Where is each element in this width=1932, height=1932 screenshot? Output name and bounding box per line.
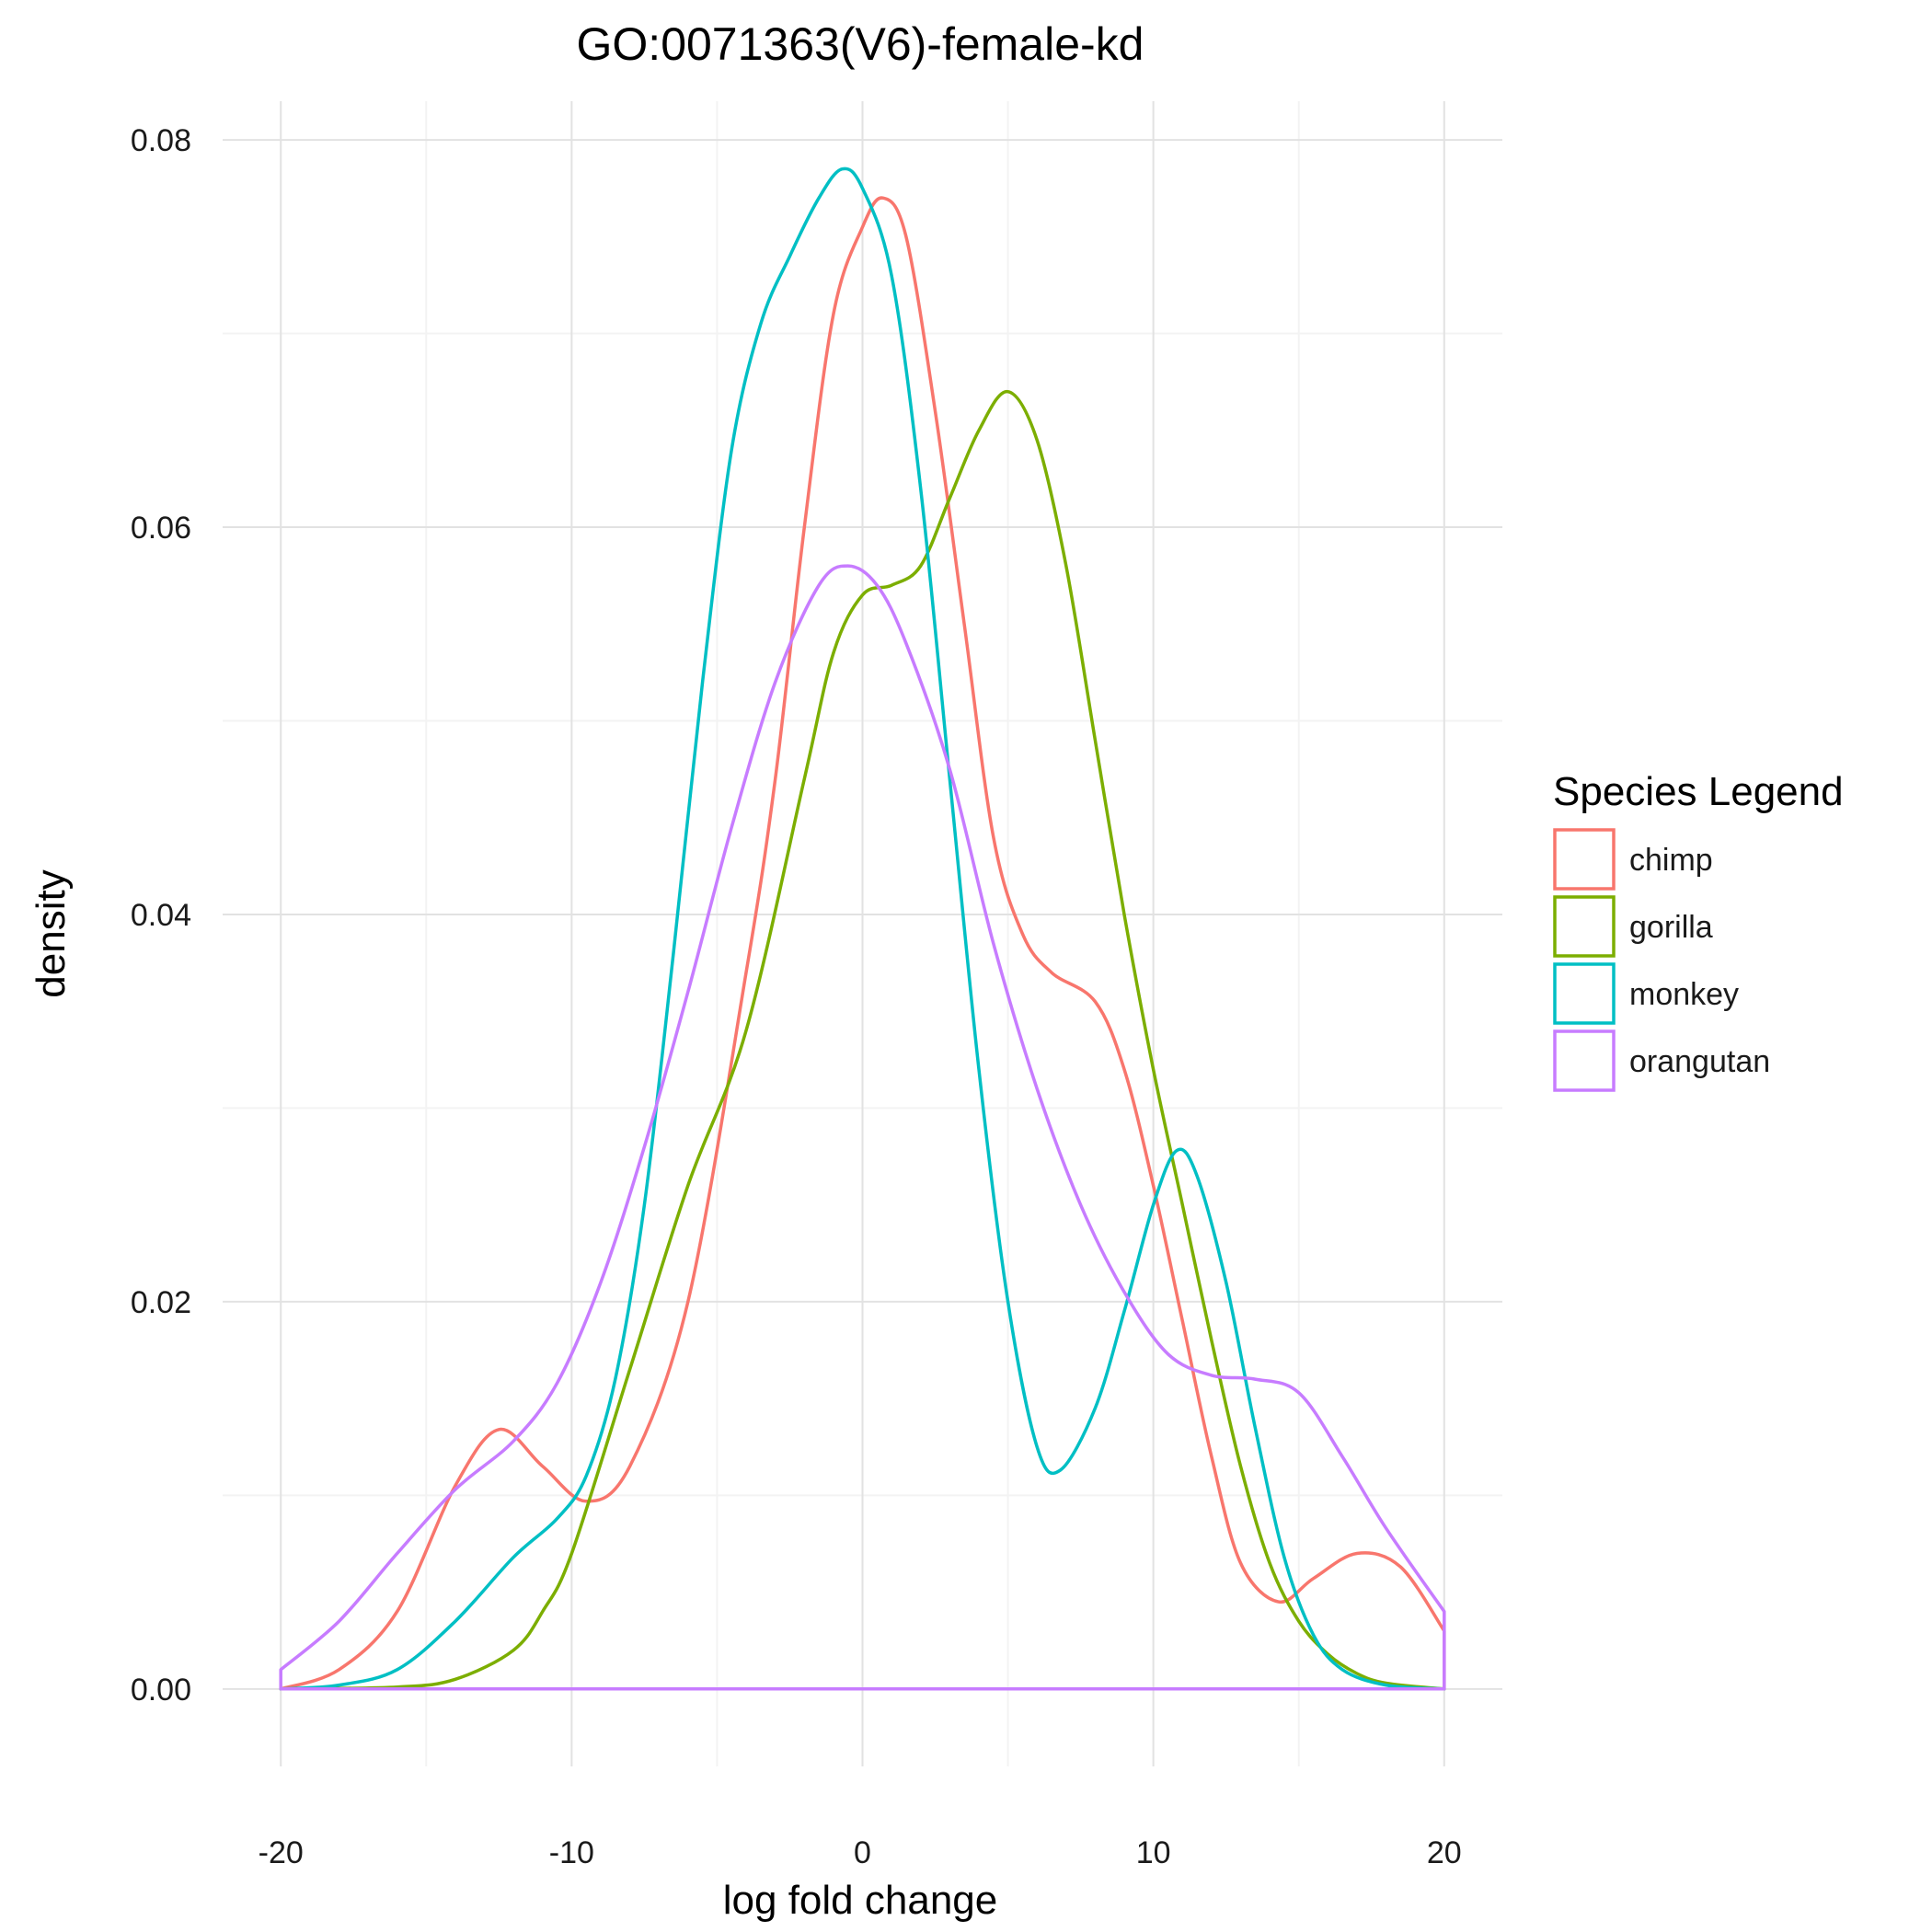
x-tick-label: -20	[259, 1835, 304, 1870]
series-line-orangutan	[279, 564, 1446, 1691]
legend-label-orangutan: orangutan	[1629, 1044, 1770, 1079]
y-tick-label: 0.02	[131, 1285, 191, 1320]
series-line-monkey	[279, 167, 1446, 1691]
legend-title: Species Legend	[1553, 769, 1844, 814]
chart-title: GO:0071363(V6)-female-kd	[577, 18, 1144, 70]
series-line-gorilla	[279, 389, 1446, 1691]
legend-key-orangutan	[1553, 1029, 1616, 1092]
y-tick-label: 0.04	[131, 898, 191, 933]
series-line-chimp	[279, 196, 1446, 1691]
x-axis-title: log fold change	[723, 1878, 997, 1923]
x-tick-label: 10	[1136, 1835, 1171, 1870]
legend-key-monkey	[1553, 962, 1616, 1025]
y-tick-label: 0.08	[131, 123, 191, 158]
legend-label-monkey: monkey	[1629, 977, 1739, 1012]
legend-key-gorilla	[1553, 895, 1616, 958]
x-tick-labels: -20 -10 0 10 20	[259, 1835, 1462, 1870]
x-tick-label: -10	[549, 1835, 594, 1870]
x-tick-label: 20	[1427, 1835, 1462, 1870]
legend-items: chimp gorilla monkey orangutan	[1553, 828, 1770, 1092]
y-tick-labels: 0.00 0.02 0.04 0.06 0.08	[131, 123, 191, 1708]
x-tick-label: 0	[854, 1835, 871, 1870]
legend-label-gorilla: gorilla	[1629, 910, 1713, 945]
legend-label-chimp: chimp	[1629, 843, 1713, 878]
y-tick-label: 0.00	[131, 1673, 191, 1708]
y-tick-label: 0.06	[131, 511, 191, 546]
legend: Species Legend chimp gorilla monkey orangut…	[1553, 769, 1844, 1092]
y-axis-title: density	[29, 869, 74, 997]
legend-key-chimp	[1553, 828, 1616, 891]
series-layer	[279, 167, 1446, 1691]
